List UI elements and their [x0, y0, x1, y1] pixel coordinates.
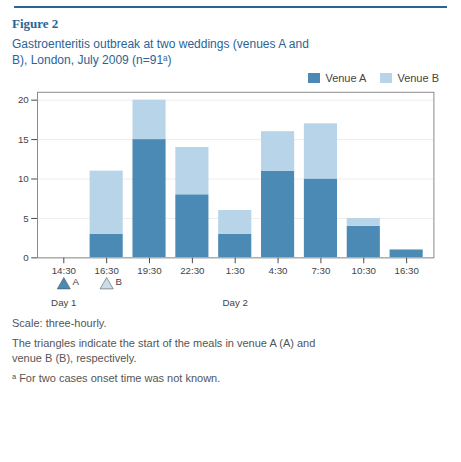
svg-text:Day 2: Day 2: [223, 297, 248, 308]
svg-text:7:30: 7:30: [311, 265, 331, 276]
html-text:Gastroenteritis outbreak at tw: Gastroenteritis outbreak at two weddings…: [12, 37, 309, 67]
svg-text:Day 1: Day 1: [51, 297, 76, 308]
svg-text:1:30: 1:30: [226, 265, 246, 276]
html-text:Figure 2: Figure 2: [12, 16, 59, 31]
svg-text:A: A: [73, 276, 80, 287]
svg-text:14:30: 14:30: [52, 265, 77, 276]
svg-text:B: B: [115, 276, 121, 287]
svg-text:16:30: 16:30: [94, 265, 119, 276]
svg-text:5: 5: [23, 213, 28, 224]
html-text:Venue A: Venue A: [325, 72, 367, 85]
svg-text:4:30: 4:30: [269, 265, 289, 276]
html-text:Scale: three-hourly.: Scale: three-hourly.: [12, 317, 107, 329]
html-text:Venue B: Venue B: [397, 72, 439, 85]
svg-text:15: 15: [18, 134, 29, 145]
svg-text:22:30: 22:30: [180, 265, 205, 276]
svg-text:16:30: 16:30: [394, 265, 419, 276]
svg-text:20: 20: [18, 94, 29, 105]
svg-text:19:30: 19:30: [137, 265, 162, 276]
html-text:The triangles indicate the sta: The triangles indicate the start of the …: [12, 336, 316, 364]
html-text:ᵃ For two cases onset time was: ᵃ For two cases onset time was not known…: [12, 371, 221, 384]
svg-text:0: 0: [23, 252, 29, 263]
svg-text:10:30: 10:30: [352, 265, 377, 276]
svg-text:10: 10: [18, 173, 29, 184]
